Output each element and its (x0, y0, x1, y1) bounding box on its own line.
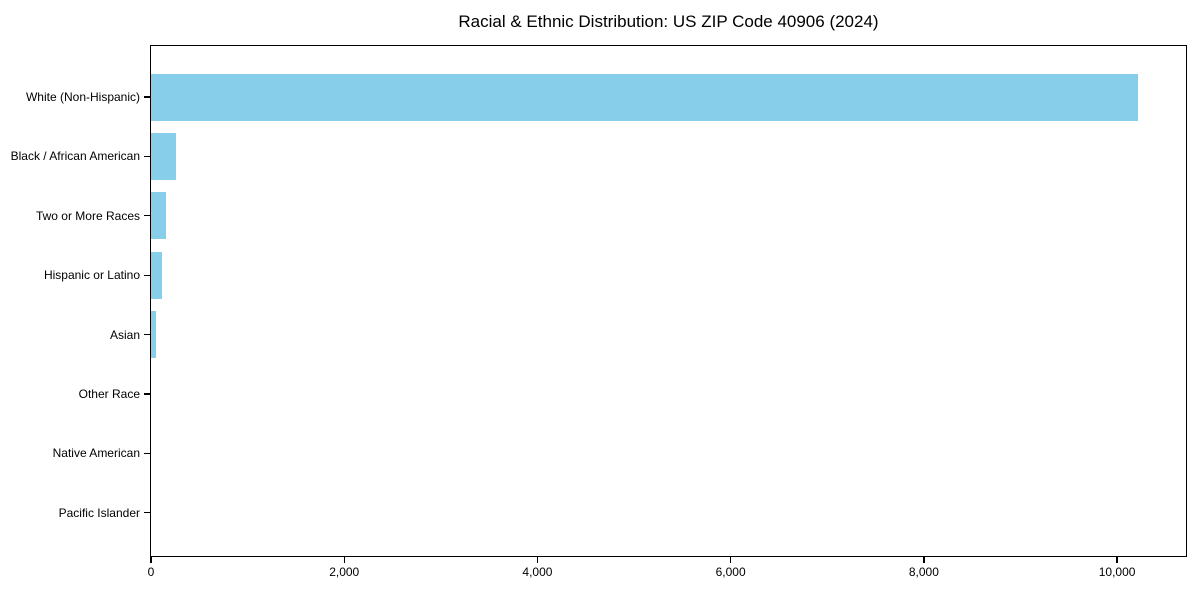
x-tick (536, 557, 539, 564)
bar-black-african-american (151, 132, 176, 180)
y-tick (143, 215, 150, 217)
y-axis-label: Hispanic or Latino (43, 268, 140, 283)
bar-asian (151, 311, 156, 359)
y-tick (143, 274, 150, 276)
plot-area: White (Non-Hispanic) Black / African Amer… (11, 45, 1187, 579)
y-axis-label: Other Race (78, 387, 140, 401)
y-axis-label: Asian (109, 327, 140, 342)
y-tick (143, 512, 150, 514)
x-tick (343, 557, 345, 564)
y-tick (143, 393, 150, 395)
y-tick (143, 96, 150, 98)
x-tick-label: 10,000 (1098, 565, 1136, 579)
bar-white-non-hispanic (151, 73, 1139, 121)
x-tick (150, 557, 152, 564)
y-tick (143, 333, 150, 336)
x-tick (730, 557, 732, 564)
y-tick (143, 155, 150, 158)
x-tick (1116, 557, 1118, 564)
y-axis-label: White (Non-Hispanic) (25, 90, 140, 104)
chart-title: Racial & Ethnic Distribution: US ZIP Cod… (458, 12, 879, 31)
x-tick-label: 6,000 (715, 565, 746, 579)
bar-two-or-more-races (151, 192, 166, 240)
x-tick-label: 4,000 (522, 565, 553, 579)
y-tick (143, 452, 150, 455)
bar-hispanic-or-latino (151, 251, 163, 299)
x-tick-label: 2,000 (329, 565, 360, 579)
y-axis-label: Two or More Races (35, 208, 140, 223)
x-tick-label: 8,000 (908, 565, 939, 579)
y-axis-label: Pacific Islander (58, 505, 140, 520)
y-axis-label: Black / African American (10, 149, 140, 164)
y-axis-label: Native American (52, 446, 140, 461)
x-tick (923, 557, 925, 564)
x-tick-label: 0 (147, 565, 155, 579)
